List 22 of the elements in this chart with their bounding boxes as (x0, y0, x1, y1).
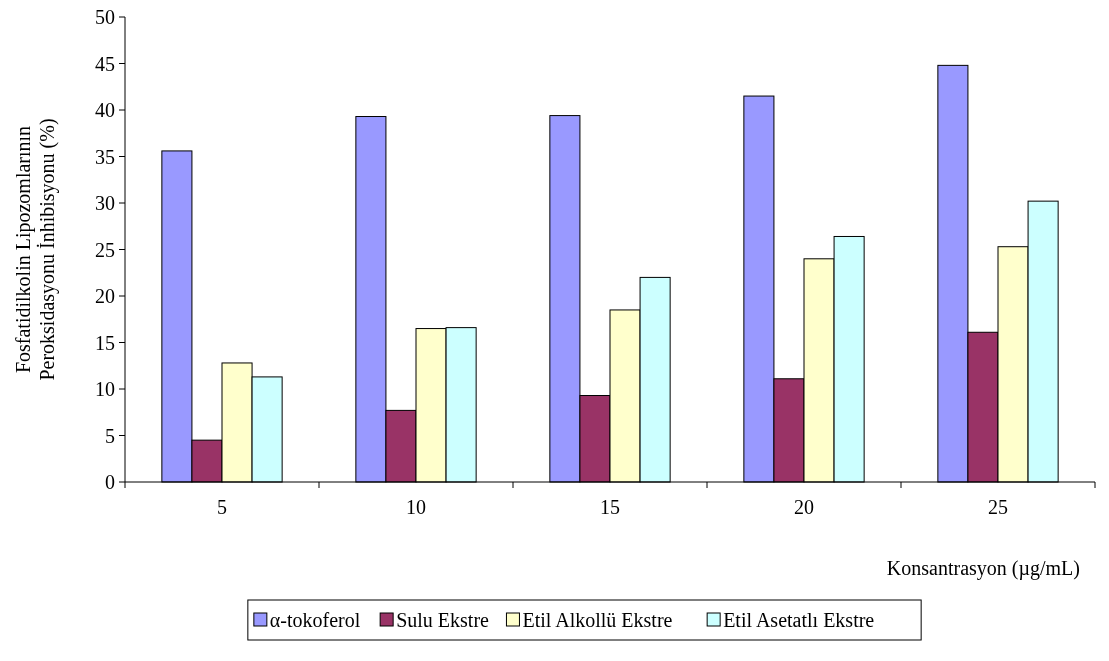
y-tick-label: 20 (95, 285, 115, 307)
x-tick-label: 5 (217, 496, 227, 518)
x-tick-label: 25 (988, 496, 1008, 518)
y-tick-label: 35 (95, 145, 115, 168)
legend-label: Sulu Ekstre (396, 609, 490, 631)
y-tick-label: 10 (95, 378, 115, 400)
y-tick-label: 40 (95, 99, 115, 121)
y-tick-label: 15 (95, 331, 115, 354)
y-tick-label: 45 (95, 52, 115, 75)
y-tick-label: 5 (105, 424, 115, 447)
legend-label: Etil Asetatlı Ekstre (723, 609, 875, 631)
y-tick-label: 30 (95, 192, 115, 214)
x-tick-label: 20 (794, 496, 814, 518)
y-axis-title: Fosfatidilkolin Lipozomlarının Peroksidasyonu İnhibisyonu (%) (12, 118, 59, 381)
legend-label: Etil Alkollü Ekstre (522, 609, 673, 631)
x-axis-title: Konsantrasyon (µg/mL) (886, 557, 1080, 580)
legend-label: α-tokoferol (269, 609, 361, 631)
y-tick-label: 25 (95, 238, 115, 261)
y-tick-label: 50 (95, 6, 115, 28)
y-tick-label: 0 (105, 471, 115, 493)
x-tick-label: 15 (600, 496, 620, 518)
x-tick-label: 10 (406, 496, 426, 518)
